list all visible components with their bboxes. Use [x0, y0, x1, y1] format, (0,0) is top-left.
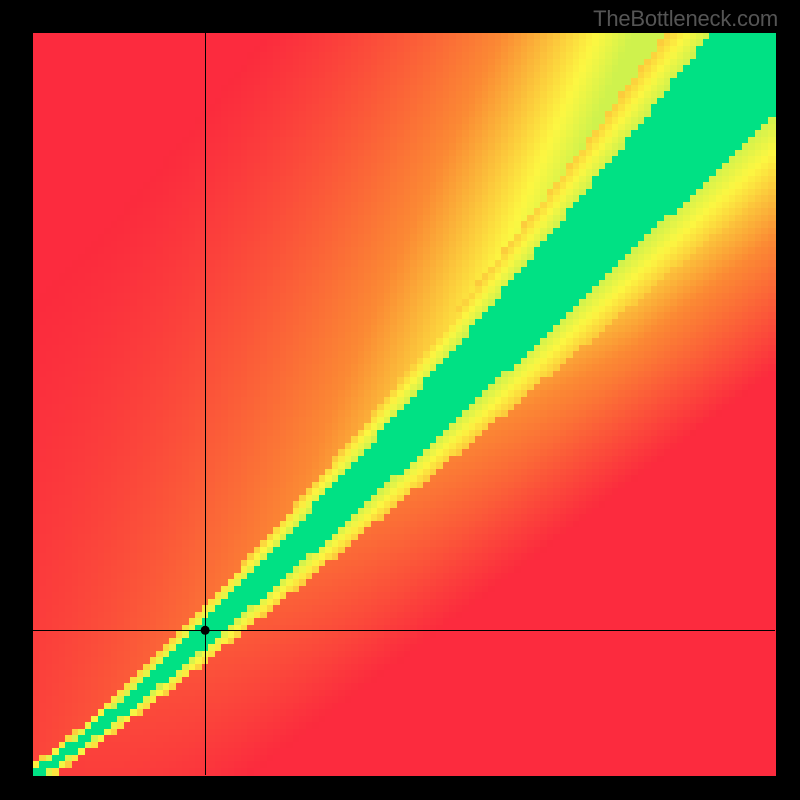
bottleneck-heatmap: [0, 0, 800, 800]
watermark-text: TheBottleneck.com: [593, 6, 778, 32]
